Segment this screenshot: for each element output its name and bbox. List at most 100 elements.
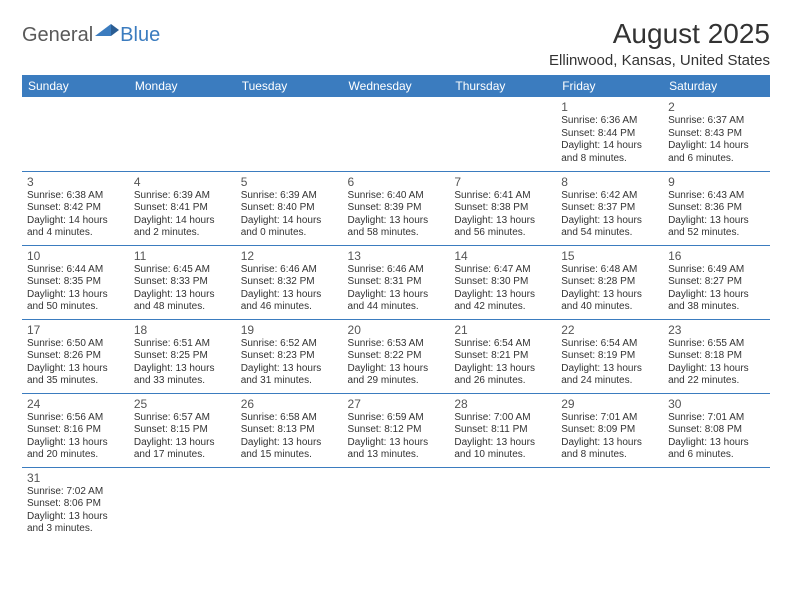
weekday-header-row: SundayMondayTuesdayWednesdayThursdayFrid… [22,75,770,97]
day-info-line: Daylight: 13 hours [348,215,445,228]
day-info-line: Sunset: 8:27 PM [668,276,765,289]
day-info-line: Daylight: 13 hours [348,437,445,450]
flag-icon [95,22,119,43]
calendar-cell [663,467,770,541]
day-number: 31 [27,471,124,485]
day-info-line: and 33 minutes. [134,375,231,388]
day-info-line: Sunset: 8:39 PM [348,202,445,215]
calendar-cell: 9Sunrise: 6:43 AMSunset: 8:36 PMDaylight… [663,171,770,245]
calendar-cell: 18Sunrise: 6:51 AMSunset: 8:25 PMDayligh… [129,319,236,393]
day-info-line: and 6 minutes. [668,449,765,462]
day-info-line: Sunrise: 6:46 AM [348,264,445,277]
day-info-line: Daylight: 14 hours [561,140,658,153]
day-info-line: and 52 minutes. [668,227,765,240]
day-info-line: Daylight: 13 hours [134,289,231,302]
day-info-line: Sunset: 8:28 PM [561,276,658,289]
day-info-line: Sunrise: 6:51 AM [134,338,231,351]
day-info-line: Daylight: 13 hours [241,363,338,376]
day-info-line: Sunrise: 7:00 AM [454,412,551,425]
day-info-line: Daylight: 13 hours [27,437,124,450]
day-info-line: Sunset: 8:38 PM [454,202,551,215]
day-info-line: Daylight: 13 hours [27,363,124,376]
day-info-line: Daylight: 14 hours [27,215,124,228]
day-number: 18 [134,323,231,337]
day-info-line: Sunset: 8:09 PM [561,424,658,437]
calendar-cell: 13Sunrise: 6:46 AMSunset: 8:31 PMDayligh… [343,245,450,319]
day-info-line: Sunrise: 6:40 AM [348,190,445,203]
day-info-line: Sunset: 8:19 PM [561,350,658,363]
day-info-line: and 17 minutes. [134,449,231,462]
calendar-row: 1Sunrise: 6:36 AMSunset: 8:44 PMDaylight… [22,97,770,171]
day-number: 29 [561,397,658,411]
day-info-line: and 50 minutes. [27,301,124,314]
day-info-line: and 56 minutes. [454,227,551,240]
day-info-line: and 0 minutes. [241,227,338,240]
day-number: 5 [241,175,338,189]
day-info-line: Sunrise: 6:43 AM [668,190,765,203]
day-info-line: Sunset: 8:36 PM [668,202,765,215]
day-info-line: Daylight: 13 hours [241,289,338,302]
day-info-line: Sunset: 8:35 PM [27,276,124,289]
day-info-line: Sunset: 8:42 PM [27,202,124,215]
calendar-cell: 16Sunrise: 6:49 AMSunset: 8:27 PMDayligh… [663,245,770,319]
day-info-line: Sunrise: 6:39 AM [241,190,338,203]
day-number: 12 [241,249,338,263]
day-info-line: Sunset: 8:23 PM [241,350,338,363]
day-info-line: Daylight: 13 hours [561,363,658,376]
day-number: 21 [454,323,551,337]
day-info-line: Daylight: 13 hours [668,363,765,376]
day-info-line: and 54 minutes. [561,227,658,240]
day-info-line: Sunset: 8:22 PM [348,350,445,363]
day-number: 10 [27,249,124,263]
day-info-line: Daylight: 13 hours [134,437,231,450]
calendar-cell: 22Sunrise: 6:54 AMSunset: 8:19 PMDayligh… [556,319,663,393]
calendar-cell: 14Sunrise: 6:47 AMSunset: 8:30 PMDayligh… [449,245,556,319]
day-info-line: Daylight: 13 hours [561,289,658,302]
day-info-line: Sunset: 8:21 PM [454,350,551,363]
day-info-line: and 3 minutes. [27,523,124,536]
calendar-cell: 10Sunrise: 6:44 AMSunset: 8:35 PMDayligh… [22,245,129,319]
day-info-line: Daylight: 13 hours [454,437,551,450]
day-info-line: and 8 minutes. [561,153,658,166]
calendar-cell [22,97,129,171]
day-info-line: Sunrise: 6:57 AM [134,412,231,425]
day-info-line: Daylight: 13 hours [241,437,338,450]
calendar-cell: 30Sunrise: 7:01 AMSunset: 8:08 PMDayligh… [663,393,770,467]
day-info-line: Sunrise: 6:46 AM [241,264,338,277]
day-number: 23 [668,323,765,337]
day-info-line: and 8 minutes. [561,449,658,462]
day-info-line: and 20 minutes. [27,449,124,462]
day-number: 13 [348,249,445,263]
day-info-line: and 22 minutes. [668,375,765,388]
calendar-cell [129,467,236,541]
day-info-line: Sunrise: 6:39 AM [134,190,231,203]
day-number: 14 [454,249,551,263]
header: General Blue August 2025 Ellinwood, Kans… [22,18,770,69]
day-info-line: Sunset: 8:16 PM [27,424,124,437]
day-info-line: Sunrise: 6:42 AM [561,190,658,203]
day-number: 27 [348,397,445,411]
calendar-row: 31Sunrise: 7:02 AMSunset: 8:06 PMDayligh… [22,467,770,541]
calendar-cell: 25Sunrise: 6:57 AMSunset: 8:15 PMDayligh… [129,393,236,467]
day-info-line: Sunrise: 6:38 AM [27,190,124,203]
day-number: 20 [348,323,445,337]
day-number: 11 [134,249,231,263]
calendar-cell: 5Sunrise: 6:39 AMSunset: 8:40 PMDaylight… [236,171,343,245]
day-info-line: Sunset: 8:32 PM [241,276,338,289]
day-info-line: Sunrise: 6:54 AM [561,338,658,351]
weekday-header: Monday [129,75,236,97]
day-info-line: Sunrise: 6:50 AM [27,338,124,351]
day-number: 17 [27,323,124,337]
calendar-cell: 23Sunrise: 6:55 AMSunset: 8:18 PMDayligh… [663,319,770,393]
calendar-cell [449,97,556,171]
day-number: 3 [27,175,124,189]
day-info-line: and 4 minutes. [27,227,124,240]
day-info-line: Daylight: 14 hours [668,140,765,153]
day-info-line: Daylight: 13 hours [561,437,658,450]
day-number: 19 [241,323,338,337]
day-info-line: Sunrise: 6:56 AM [27,412,124,425]
calendar-cell: 19Sunrise: 6:52 AMSunset: 8:23 PMDayligh… [236,319,343,393]
day-number: 1 [561,100,658,114]
calendar-cell: 8Sunrise: 6:42 AMSunset: 8:37 PMDaylight… [556,171,663,245]
calendar-cell: 2Sunrise: 6:37 AMSunset: 8:43 PMDaylight… [663,97,770,171]
